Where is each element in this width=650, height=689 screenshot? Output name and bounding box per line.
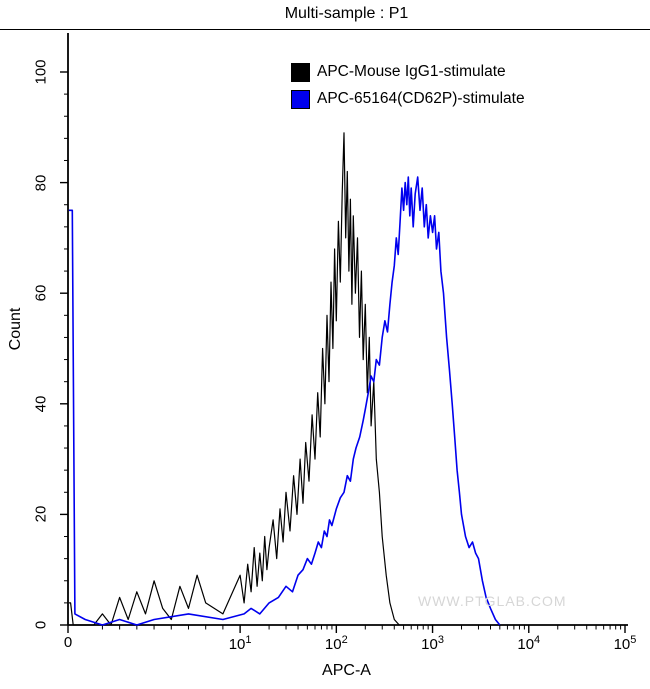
legend-label: APC-65164(CD62P)-stimulate — [317, 90, 525, 107]
curve-0 — [68, 132, 400, 626]
legend-row: APC-65164(CD62P)-stimulate — [291, 89, 525, 109]
legend: APC-Mouse IgG1-stimulate APC-65164(CD62P)… — [291, 62, 525, 116]
y-tick-label: 0 — [32, 620, 50, 630]
x-tick-label: 0 — [63, 634, 73, 651]
x-tick-label: 104 — [517, 634, 541, 653]
y-tick-label: 20 — [32, 506, 50, 523]
x-tick-label: 105 — [613, 634, 637, 653]
legend-swatch — [291, 89, 310, 109]
x-tick-label: 102 — [324, 634, 348, 653]
y-tick-label: 60 — [32, 284, 50, 302]
y-tick-label: 80 — [32, 174, 50, 191]
x-axis-title: APC-A — [322, 662, 371, 679]
y-tick-label: 40 — [32, 395, 50, 413]
x-tick-label: 101 — [228, 634, 252, 653]
y-tick-label: 100 — [32, 59, 50, 85]
legend-row: APC-Mouse IgG1-stimulate — [291, 62, 525, 82]
legend-label: APC-Mouse IgG1-stimulate — [317, 63, 506, 80]
page-title: Multi-sample : P1 — [284, 5, 409, 22]
title-separator-line — [0, 29, 650, 30]
curves-group — [68, 132, 501, 626]
axes-group — [67, 33, 628, 626]
y-axis-title: Count — [7, 307, 24, 351]
x-tick-label: 103 — [421, 634, 444, 653]
legend-swatch — [291, 62, 310, 82]
watermark: WWW.PTGLAB.COM — [418, 593, 567, 609]
curve-1 — [68, 176, 501, 626]
ticks-group — [60, 71, 626, 633]
